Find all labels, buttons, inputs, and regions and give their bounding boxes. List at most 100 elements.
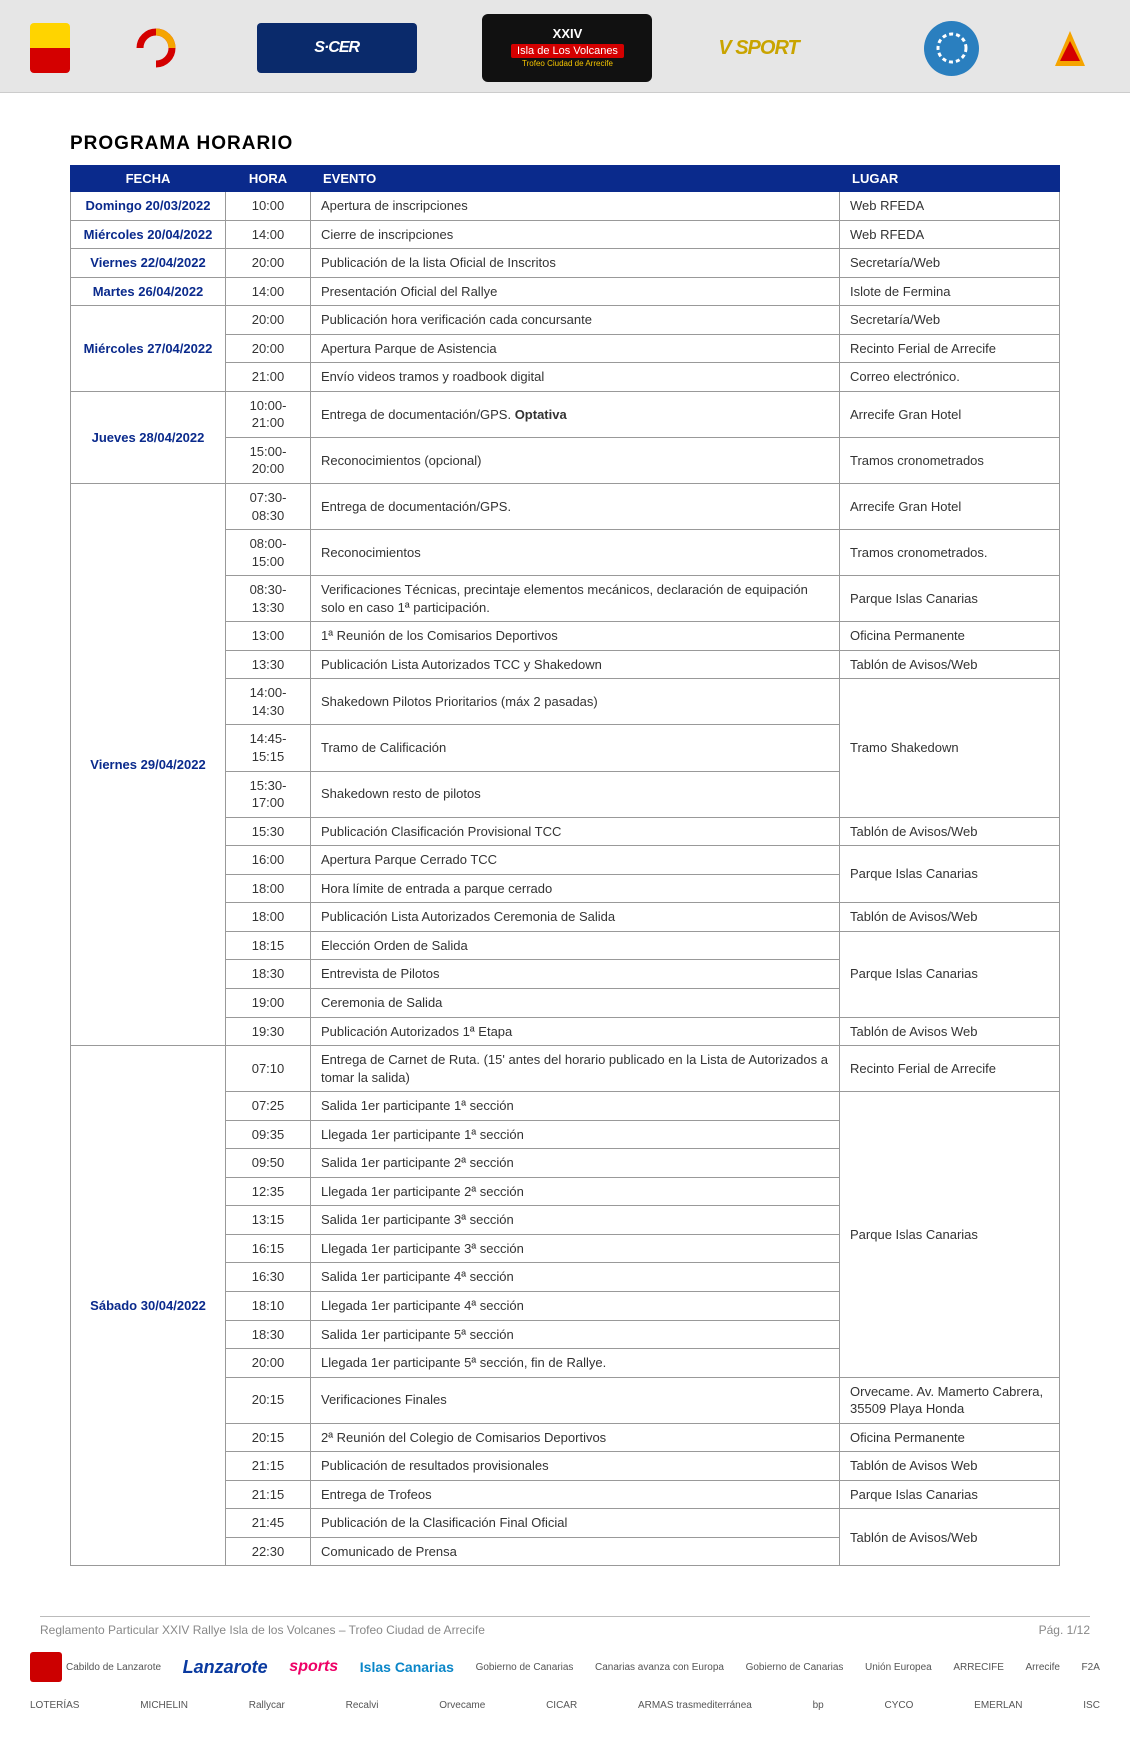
- logo-vsport: V SPORT: [718, 18, 858, 78]
- logo-csd: [136, 18, 191, 78]
- cell-evento: Envío videos tramos y roadbook digital: [311, 363, 840, 392]
- cell-hora: 14:00: [226, 220, 311, 249]
- cell-hora: 08:30-13:30: [226, 576, 311, 622]
- sponsor-logo: ISC: [1083, 1689, 1100, 1721]
- cell-hora: 20:00: [226, 249, 311, 278]
- cell-evento: Salida 1er participante 3ª sección: [311, 1206, 840, 1235]
- schedule-table: FECHA HORA EVENTO LUGAR Domingo 20/03/20…: [70, 165, 1060, 1566]
- cell-lugar: Recinto Ferial de Arrecife: [840, 1046, 1060, 1092]
- cell-hora: 20:15: [226, 1377, 311, 1423]
- cell-evento: Entrega de Trofeos: [311, 1480, 840, 1509]
- sponsor-logo: Canarias avanza con Europa: [595, 1651, 724, 1683]
- center-trofeo: Trofeo Ciudad de Arrecife: [522, 60, 613, 69]
- cell-lugar: Secretaría/Web: [840, 249, 1060, 278]
- cell-lugar: Tablón de Avisos/Web: [840, 817, 1060, 846]
- sponsor-row-2: LOTERÍASMICHELINRallycarRecalviOrvecameC…: [30, 1689, 1100, 1721]
- cell-evento: Apertura de inscripciones: [311, 192, 840, 221]
- section-title: PROGRAMA HORARIO: [70, 133, 1060, 155]
- cell-hora: 07:25: [226, 1092, 311, 1121]
- cell-hora: 07:10: [226, 1046, 311, 1092]
- sponsor-logo: Islas Canarias: [360, 1651, 454, 1683]
- content-area: PROGRAMA HORARIO FECHA HORA EVENTO LUGAR…: [0, 93, 1130, 1576]
- cell-evento: Comunicado de Prensa: [311, 1537, 840, 1566]
- cell-fecha: Sábado 30/04/2022: [71, 1046, 226, 1566]
- cell-lugar: Parque Islas Canarias: [840, 846, 1060, 903]
- cell-evento: Llegada 1er participante 2ª sección: [311, 1177, 840, 1206]
- col-header-fecha: FECHA: [71, 166, 226, 192]
- cell-evento: Tramo de Calificación: [311, 725, 840, 771]
- cell-hora: 16:00: [226, 846, 311, 875]
- col-header-lugar: LUGAR: [840, 166, 1060, 192]
- table-row: Viernes 22/04/202220:00Publicación de la…: [71, 249, 1060, 278]
- cell-hora: 20:15: [226, 1423, 311, 1452]
- cell-hora: 18:15: [226, 931, 311, 960]
- center-xxiv: XXIV: [553, 27, 583, 41]
- table-row: Domingo 20/03/202210:00Apertura de inscr…: [71, 192, 1060, 221]
- cell-hora: 22:30: [226, 1537, 311, 1566]
- cell-hora: 18:10: [226, 1291, 311, 1320]
- cell-lugar: Tablón de Avisos/Web: [840, 650, 1060, 679]
- sponsor-logo: ARRECIFE: [953, 1651, 1004, 1683]
- cell-hora: 09:35: [226, 1120, 311, 1149]
- sponsor-logo: Arrecife: [1025, 1651, 1059, 1683]
- cell-hora: 18:00: [226, 874, 311, 903]
- cell-evento: Verificaciones Finales: [311, 1377, 840, 1423]
- sponsor-logo: Unión Europea: [865, 1651, 932, 1683]
- cell-evento: Publicación Autorizados 1ª Etapa: [311, 1017, 840, 1046]
- sponsor-logo: bp: [813, 1689, 824, 1721]
- cell-evento: Llegada 1er participante 3ª sección: [311, 1234, 840, 1263]
- sponsor-logo: F2A: [1082, 1651, 1100, 1683]
- cell-evento: 2ª Reunión del Colegio de Comisarios Dep…: [311, 1423, 840, 1452]
- sponsor-logo: CICAR: [546, 1689, 577, 1721]
- cell-hora: 19:00: [226, 988, 311, 1017]
- cell-evento: Publicación Lista Autorizados TCC y Shak…: [311, 650, 840, 679]
- cell-evento: Ceremonia de Salida: [311, 988, 840, 1017]
- sponsor-logo: Recalvi: [346, 1689, 379, 1721]
- cell-hora: 21:15: [226, 1452, 311, 1481]
- cell-evento: Reconocimientos (opcional): [311, 437, 840, 483]
- cell-hora: 10:00-21:00: [226, 391, 311, 437]
- cell-fecha: Miércoles 27/04/2022: [71, 306, 226, 392]
- header-sponsor-bar: S·CER XXIV Isla de Los Volcanes Trofeo C…: [0, 0, 1130, 93]
- cell-fecha: Jueves 28/04/2022: [71, 391, 226, 483]
- cell-hora: 10:00: [226, 192, 311, 221]
- cell-evento: Publicación Clasificación Provisional TC…: [311, 817, 840, 846]
- cell-hora: 16:30: [226, 1263, 311, 1292]
- table-row: Miércoles 27/04/202220:00Publicación hor…: [71, 306, 1060, 335]
- cell-hora: 07:30-08:30: [226, 484, 311, 530]
- document-page: S·CER XXIV Isla de Los Volcanes Trofeo C…: [0, 0, 1130, 1741]
- cell-evento: Entrega de Carnet de Ruta. (15' antes de…: [311, 1046, 840, 1092]
- cell-evento: Elección Orden de Salida: [311, 931, 840, 960]
- cell-lugar: Web RFEDA: [840, 220, 1060, 249]
- cell-hora: 14:00: [226, 277, 311, 306]
- col-header-hora: HORA: [226, 166, 311, 192]
- cell-hora: 18:00: [226, 903, 311, 932]
- cell-lugar: Tramo Shakedown: [840, 679, 1060, 817]
- cell-lugar: Secretaría/Web: [840, 306, 1060, 335]
- cell-lugar: Tablón de Avisos/Web: [840, 903, 1060, 932]
- sponsor-logo: Orvecame: [439, 1689, 485, 1721]
- sponsor-logo: ARMAS trasmediterránea: [638, 1689, 752, 1721]
- cell-hora: 14:45-15:15: [226, 725, 311, 771]
- center-line2: Isla de Los Volcanes: [511, 44, 624, 58]
- sponsor-logo: EMERLAN: [974, 1689, 1022, 1721]
- cell-hora: 21:45: [226, 1509, 311, 1538]
- cell-hora: 12:35: [226, 1177, 311, 1206]
- logo-scer-text: S·CER: [314, 39, 359, 57]
- cell-evento: Publicación hora verificación cada concu…: [311, 306, 840, 335]
- cell-hora: 20:00: [226, 306, 311, 335]
- cell-evento: Entrega de documentación/GPS. Optativa: [311, 391, 840, 437]
- cell-hora: 20:00: [226, 334, 311, 363]
- cell-lugar: Web RFEDA: [840, 192, 1060, 221]
- cell-hora: 08:00-15:00: [226, 530, 311, 576]
- table-row: Jueves 28/04/202210:00-21:00Entrega de d…: [71, 391, 1060, 437]
- cell-evento: Hora límite de entrada a parque cerrado: [311, 874, 840, 903]
- sponsor-logo: Gobierno de Canarias: [476, 1651, 574, 1683]
- bottom-sponsor-block: Cabildo de LanzaroteLanzarotesportsIslas…: [0, 1645, 1130, 1741]
- cell-fecha: Miércoles 20/04/2022: [71, 220, 226, 249]
- cell-lugar: Tramos cronometrados: [840, 437, 1060, 483]
- cell-evento: Llegada 1er participante 5ª sección, fin…: [311, 1349, 840, 1378]
- cell-hora: 20:00: [226, 1349, 311, 1378]
- logo-scer: S·CER: [257, 18, 417, 78]
- cell-fecha: Domingo 20/03/2022: [71, 192, 226, 221]
